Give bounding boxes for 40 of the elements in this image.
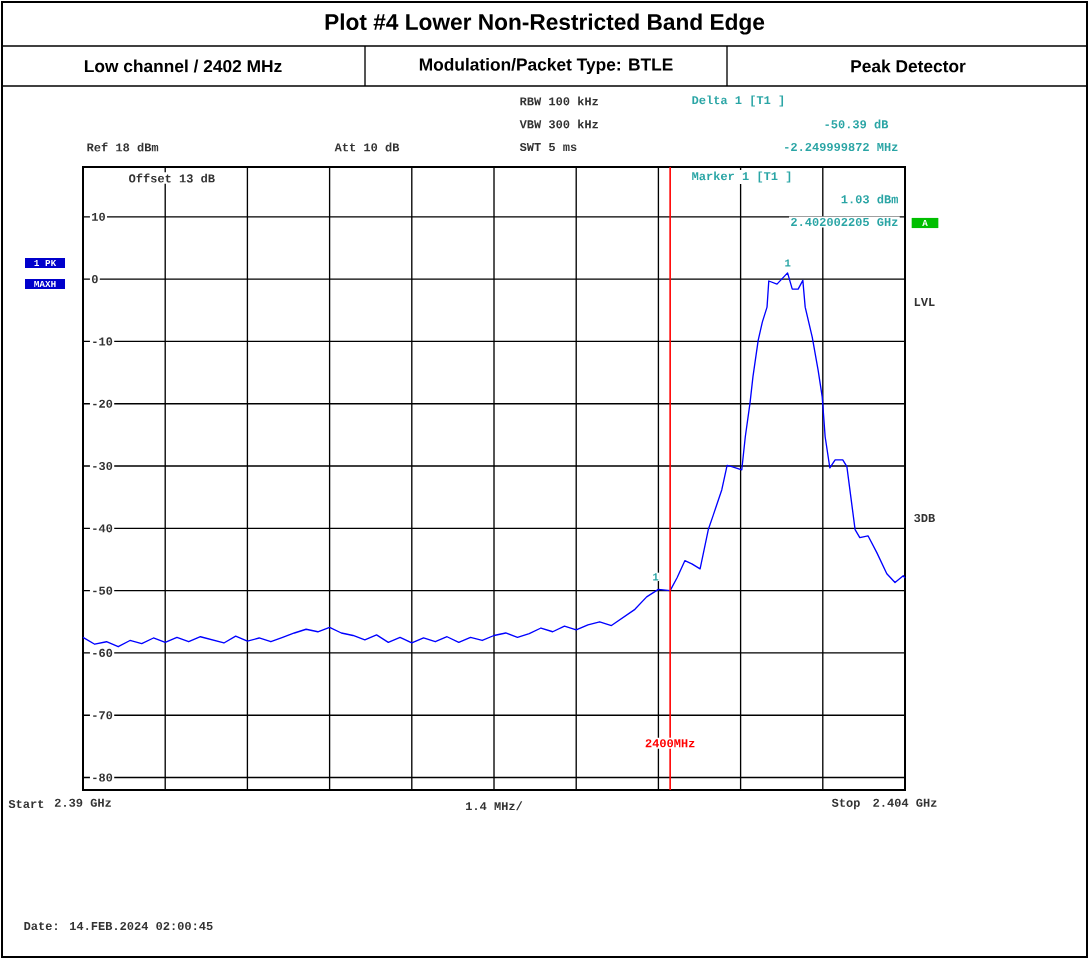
text: Stop (831, 798, 860, 810)
annotation: 2.402002205 GHz (791, 217, 898, 227)
text: MAXH (34, 280, 56, 288)
x-tick-label: 2.404 GHz (873, 798, 937, 807)
annotation: 1 (785, 259, 791, 267)
y-tick-label: -40 (93, 524, 113, 533)
annotation: Marker 1 [T1 ] (692, 171, 791, 183)
chart-title: Plot #4 Lower Non-Restricted Band Edge (325, 13, 765, 35)
y-tick-label: -10 (93, 337, 113, 346)
text: SWT 5 ms (519, 142, 577, 152)
y-tick-label: -70 (93, 711, 113, 720)
text: Start (8, 799, 44, 809)
text: A (922, 219, 928, 227)
text: -2.249999872 MHz (785, 142, 898, 152)
text: Ref 18 dBm (87, 142, 159, 152)
text: VBW 300 kHz (519, 119, 598, 129)
text: Peak Detector (851, 59, 966, 73)
x-tick-label: 2.39 GHz (54, 798, 111, 807)
text: -50.39 dB (825, 119, 889, 129)
text: 3DB (914, 513, 935, 523)
y-tick-label: -60 (93, 648, 113, 658)
text: LVL (914, 298, 935, 306)
y-tick-label: 10 (92, 212, 105, 221)
annotation: 1.03 dBm (841, 194, 898, 204)
y-tick-label: 0 (91, 275, 98, 284)
text: Delta 1 [T1 ] (692, 95, 784, 107)
ref-line-label: 2400MHz (645, 739, 695, 748)
text: RBW 100 kHz (520, 96, 598, 106)
y-tick-label: -80 (93, 773, 113, 782)
text: 1 PK (34, 259, 57, 267)
y-tick-label: -30 (93, 461, 113, 471)
text: Date: 14.FEB.2024 02:00:45 (24, 921, 213, 931)
text: Att 10 dB (334, 142, 400, 152)
annotation: Offset 13 dB (129, 173, 215, 183)
y-tick-label: -50 (93, 586, 113, 595)
y-tick-label: -20 (93, 399, 113, 408)
annotation: 1 (653, 573, 659, 581)
text: Low channel / 2402 MHz (84, 59, 282, 73)
text: Modulation/Packet Type: BTLE (419, 57, 673, 75)
x-axis-title: 1.4 MHz/ (466, 801, 523, 811)
